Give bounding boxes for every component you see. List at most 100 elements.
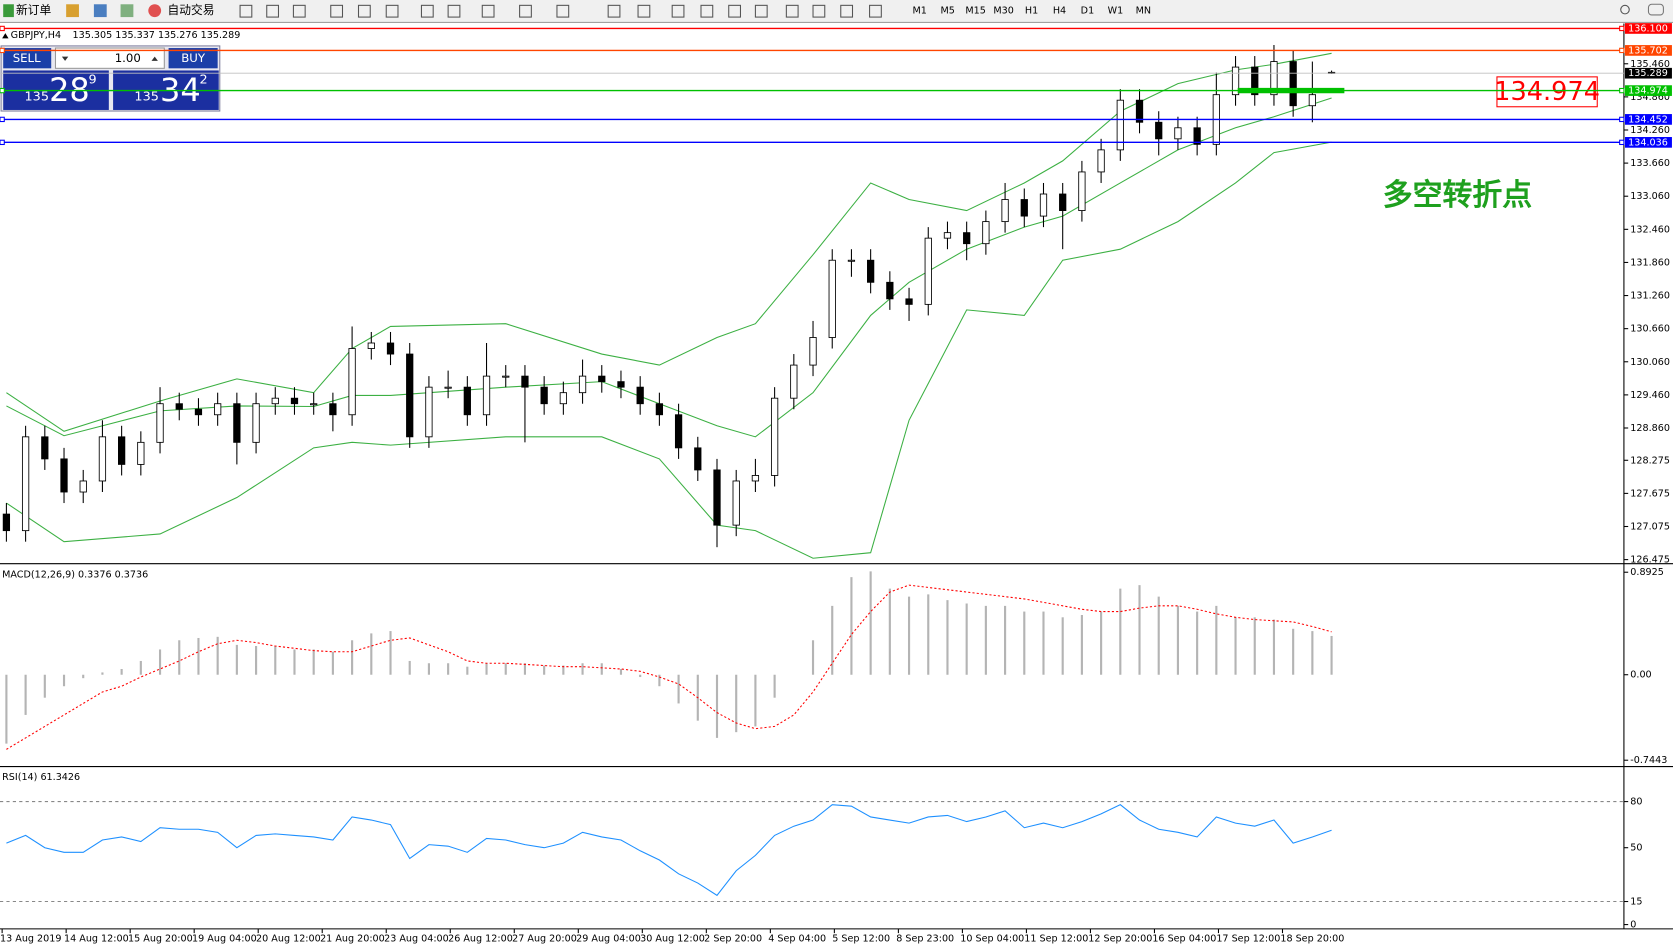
x-tick-label: 5 Sep 12:00 — [832, 933, 890, 944]
timeframe-button[interactable]: M30 — [993, 6, 1013, 17]
x-tick-label: 8 Sep 23:00 — [896, 933, 954, 944]
ask-big: 135 — [134, 90, 158, 105]
tool-icon[interactable] — [239, 4, 253, 18]
tool-icon[interactable] — [671, 4, 685, 18]
level-label-box — [1624, 45, 1672, 56]
tool-icon[interactable] — [840, 4, 854, 18]
lot-up[interactable] — [151, 56, 158, 61]
x-tick-label: 27 Aug 20:00 — [512, 933, 577, 944]
timeframe-button[interactable]: H4 — [1053, 6, 1066, 17]
candle-body — [905, 298, 913, 305]
candle-body — [1059, 193, 1067, 211]
candle-body — [233, 403, 241, 443]
y-tick-label: 126.475 — [1630, 555, 1670, 566]
x-tick-label: 12 Sep 20:00 — [1088, 933, 1152, 944]
x-tick-label: 17 Sep 12:00 — [1216, 933, 1280, 944]
y-tick-label: 131.260 — [1630, 291, 1670, 302]
tool-icon[interactable] — [556, 4, 570, 18]
lot-value[interactable]: 1.00 — [115, 51, 141, 65]
tool-icon[interactable] — [754, 4, 768, 18]
y-tick-label: 129.460 — [1630, 390, 1670, 401]
timeframes: M1 M5 M15 M30 H1 H4 D1 W1 MN — [913, 6, 1152, 17]
y-tick-label: 132.460 — [1630, 224, 1670, 235]
candle-body — [214, 403, 222, 416]
lot-field[interactable] — [54, 47, 165, 69]
level-handle — [0, 47, 5, 54]
candle-body — [194, 408, 203, 416]
search-icon[interactable] — [1620, 4, 1630, 15]
candle-body — [502, 375, 510, 378]
x-tick-label: 19 Aug 04:00 — [192, 933, 257, 944]
candle-body — [98, 436, 107, 482]
tool-icon[interactable] — [607, 4, 621, 18]
tool-icon[interactable] — [519, 4, 532, 18]
candle-body — [655, 403, 664, 416]
y-tick-label: 134.860 — [1630, 92, 1670, 103]
tool-icon[interactable] — [120, 4, 134, 18]
tool-icon[interactable] — [266, 4, 280, 18]
candle-body — [310, 403, 318, 406]
level-label: 134.452 — [1628, 114, 1668, 125]
x-tick-label: 29 Aug 04:00 — [576, 933, 641, 944]
tool-icon[interactable] — [420, 4, 434, 18]
timeframe-button[interactable]: W1 — [1108, 6, 1124, 17]
x-tick-label: 18 Sep 20:00 — [1280, 933, 1344, 944]
timeframe-button[interactable]: M15 — [965, 6, 985, 17]
tool-icon[interactable] — [357, 4, 371, 18]
candle-body — [1308, 94, 1316, 107]
candle-body — [406, 353, 414, 438]
sell-label[interactable]: SELL — [13, 51, 41, 65]
ohlc-readout: 135.305 135.337 135.276 135.289 — [73, 30, 241, 41]
candle-body — [425, 386, 433, 438]
tool-icon[interactable] — [66, 4, 79, 18]
timeframe-button[interactable]: H1 — [1025, 6, 1038, 17]
candle-body — [1078, 171, 1086, 211]
y-tick-label: 80 — [1630, 797, 1642, 808]
auto-trade[interactable]: 自动交易 — [168, 3, 215, 17]
tool-icon[interactable] — [728, 4, 742, 18]
y-tick-label: 131.860 — [1630, 257, 1670, 268]
candle-body — [559, 392, 567, 405]
candle-body — [1116, 99, 1124, 151]
candle-body — [79, 480, 87, 493]
auto-trade-icon[interactable] — [148, 4, 162, 18]
chat-icon[interactable] — [1647, 3, 1664, 16]
candle-body — [886, 281, 894, 300]
level-label-box — [1624, 114, 1672, 125]
x-tick-label: 2 Sep 20:00 — [704, 933, 762, 944]
tool-icon[interactable] — [292, 4, 306, 18]
tool-icon[interactable] — [93, 4, 107, 18]
tool-icon[interactable] — [385, 4, 399, 18]
timeframe-button[interactable]: M1 — [913, 6, 927, 17]
tool-icon[interactable] — [637, 4, 651, 18]
tool-icon[interactable] — [812, 4, 826, 18]
candle-body — [118, 436, 126, 465]
tool-icon[interactable] — [447, 4, 461, 18]
level-label-box — [1624, 85, 1672, 96]
level-handle — [1619, 47, 1625, 54]
timeframe-button[interactable]: M5 — [940, 6, 954, 17]
candle-body — [175, 403, 183, 410]
tool-icon[interactable] — [481, 4, 495, 18]
bollinger-band — [6, 141, 1332, 559]
candle-body — [867, 259, 875, 283]
bid-label: 135.289 — [1628, 68, 1668, 79]
tool-icon[interactable] — [785, 4, 799, 18]
collapse-arrow[interactable] — [2, 33, 9, 39]
timeframe-button[interactable]: MN — [1136, 6, 1151, 17]
new-order[interactable]: 新订单 — [16, 3, 51, 17]
tool-icon[interactable] — [330, 4, 344, 18]
x-tick-label: 14 Aug 12:00 — [64, 933, 129, 944]
level-handle — [1619, 116, 1625, 123]
candle-body — [290, 397, 299, 405]
buy-button[interactable] — [168, 48, 218, 69]
tool-icon[interactable] — [700, 4, 714, 18]
candle-body — [252, 403, 260, 443]
candle-body — [1039, 193, 1048, 217]
sell-button[interactable] — [3, 48, 52, 69]
buy-label[interactable]: BUY — [181, 51, 206, 65]
tool-icon[interactable] — [869, 4, 882, 18]
timeframe-button[interactable]: D1 — [1081, 6, 1094, 17]
new-order-icon[interactable] — [3, 4, 14, 18]
lot-down[interactable] — [61, 56, 69, 61]
